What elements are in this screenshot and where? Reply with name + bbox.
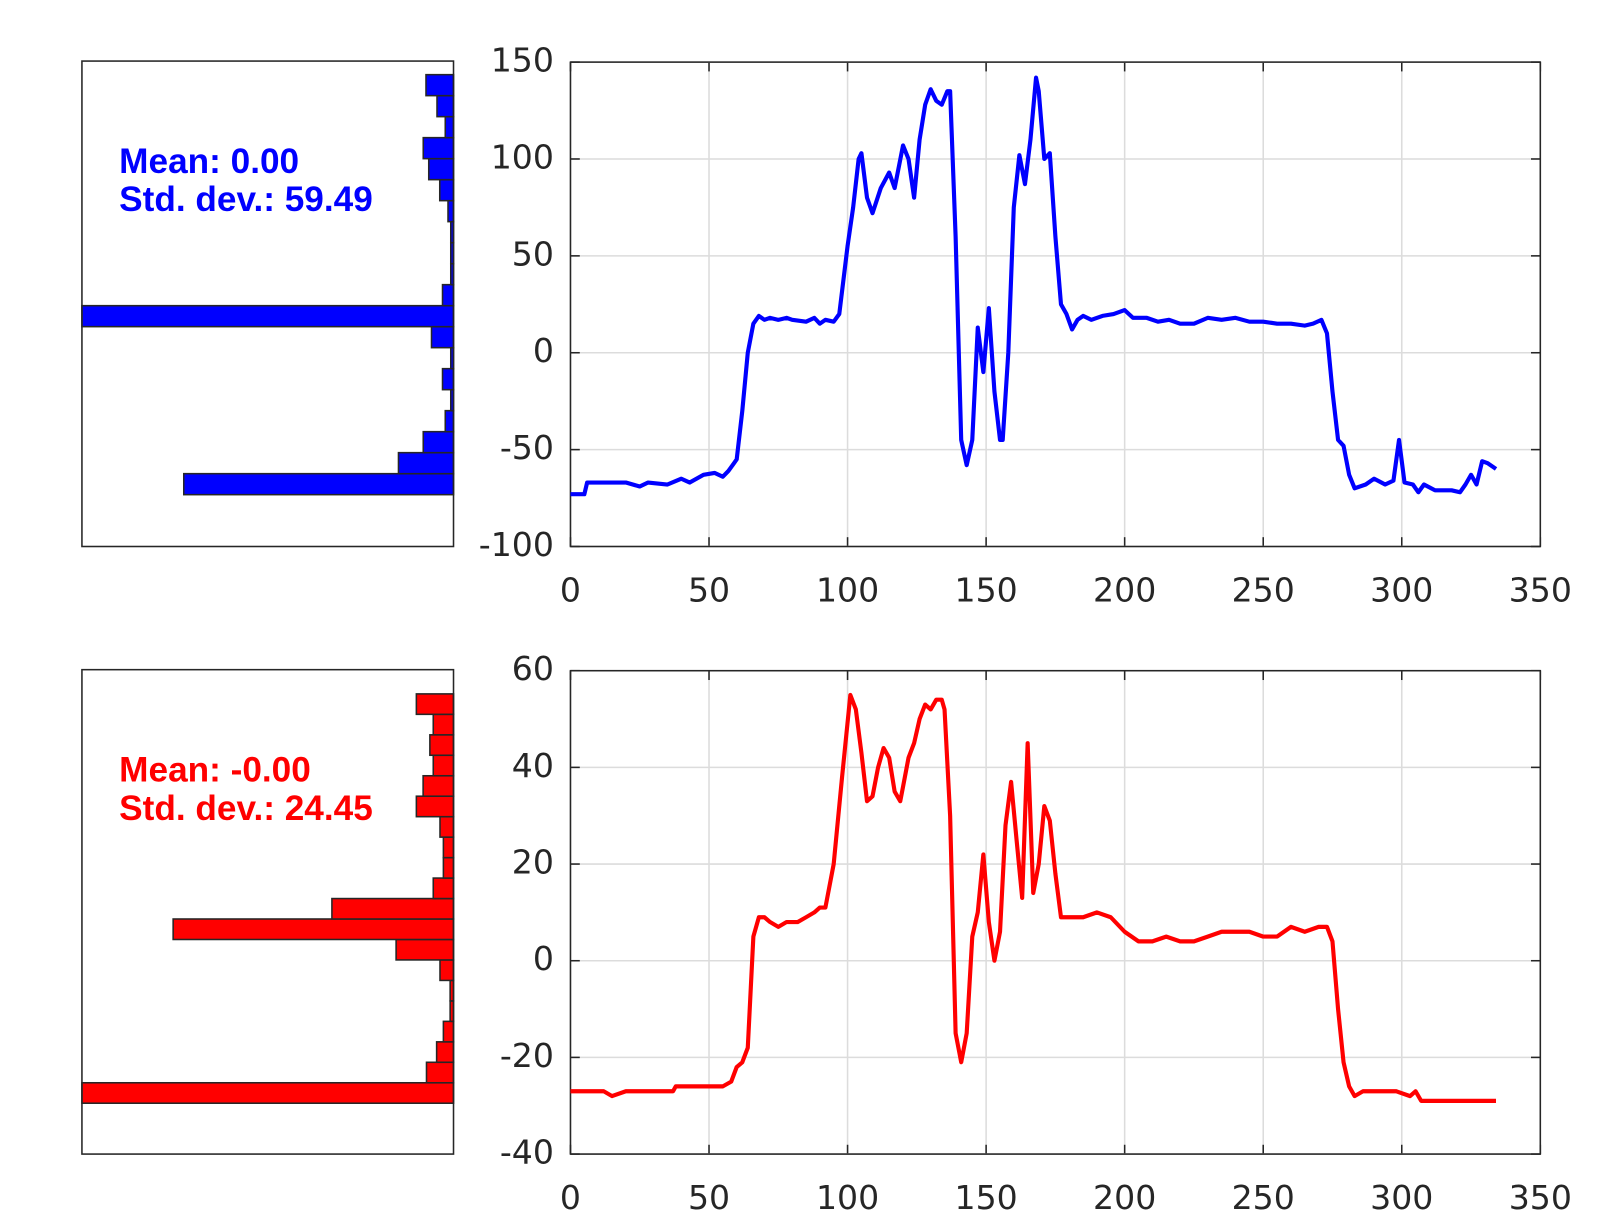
x-tick-label: 100	[816, 1178, 879, 1211]
hist-bar	[442, 1020, 455, 1043]
hist-bar	[422, 430, 455, 454]
hist-bar	[425, 1061, 455, 1084]
x-tick-label: 250	[1232, 1178, 1295, 1211]
hist-bar	[422, 136, 455, 160]
hist-bar	[429, 734, 455, 757]
y-tick-label: -20	[500, 1036, 554, 1075]
y-tick-label: -40	[500, 1133, 554, 1172]
hist-bar	[427, 157, 455, 181]
x-tick-label: 300	[1370, 571, 1433, 610]
y-tick-label: 0	[533, 331, 554, 370]
hist-bar	[439, 815, 455, 838]
data-line	[570, 692, 1497, 1103]
annotation: Mean: 0.00	[119, 142, 299, 181]
x-tick-label: 150	[955, 571, 1018, 610]
annotation: Std. dev.: 59.49	[119, 180, 373, 219]
x-tick-label: 0	[560, 571, 581, 610]
axes-box	[81, 668, 455, 1155]
hist-bar	[397, 451, 455, 475]
x-tick-label: 200	[1093, 571, 1156, 610]
axes-box	[81, 60, 455, 548]
y-tick-label: 0	[533, 939, 554, 978]
data-line	[570, 75, 1498, 497]
hist-bar	[422, 774, 455, 797]
x-tick-label: 50	[688, 571, 730, 610]
annotation: Std. dev.: 24.45	[119, 789, 373, 828]
x-tick-label: 350	[1509, 1178, 1572, 1211]
annotation: Mean: -0.00	[119, 750, 311, 789]
hist-bar	[436, 94, 455, 118]
hist-bar	[432, 713, 455, 736]
hist-bar	[441, 367, 455, 391]
hist-bar	[444, 115, 455, 139]
hist-bar	[182, 472, 455, 496]
hist-bar	[447, 199, 455, 223]
x-tick-label: 200	[1093, 1178, 1156, 1211]
hist-bar	[172, 918, 455, 941]
hist-bar	[331, 897, 455, 920]
hist-bar	[438, 178, 455, 202]
y-tick-label: 100	[491, 137, 554, 176]
y-tick-label: 40	[512, 746, 554, 785]
axes-box	[569, 669, 1542, 1155]
hist-bar	[442, 836, 455, 859]
hist-bar	[430, 325, 455, 349]
hist-bar	[432, 754, 455, 777]
y-tick-label: 150	[491, 41, 554, 80]
hist-bar	[442, 856, 455, 879]
hist-bar	[435, 1041, 455, 1064]
y-tick-label: 60	[512, 649, 554, 688]
hist-bar	[425, 73, 455, 97]
x-tick-label: 50	[688, 1178, 730, 1211]
hist-bar	[415, 795, 455, 818]
x-tick-label: 250	[1232, 571, 1295, 610]
hist-bar	[81, 304, 455, 328]
hist-bar	[432, 877, 455, 900]
hist-bar	[81, 1081, 455, 1104]
hist-bar	[441, 283, 455, 307]
hist-bar	[395, 938, 455, 961]
hist-bar	[415, 693, 455, 716]
y-tick-label: 20	[512, 843, 554, 882]
axes-box	[569, 61, 1542, 548]
hist-bar	[444, 409, 455, 433]
hist-bar	[439, 959, 455, 982]
x-tick-label: 0	[560, 1178, 581, 1211]
x-tick-label: 100	[816, 571, 879, 610]
x-tick-label: 150	[955, 1178, 1018, 1211]
y-tick-label: 50	[512, 234, 554, 273]
y-tick-label: -50	[500, 428, 554, 467]
y-tick-label: -100	[479, 525, 554, 564]
x-tick-label: 300	[1370, 1178, 1433, 1211]
x-tick-label: 350	[1509, 571, 1572, 610]
